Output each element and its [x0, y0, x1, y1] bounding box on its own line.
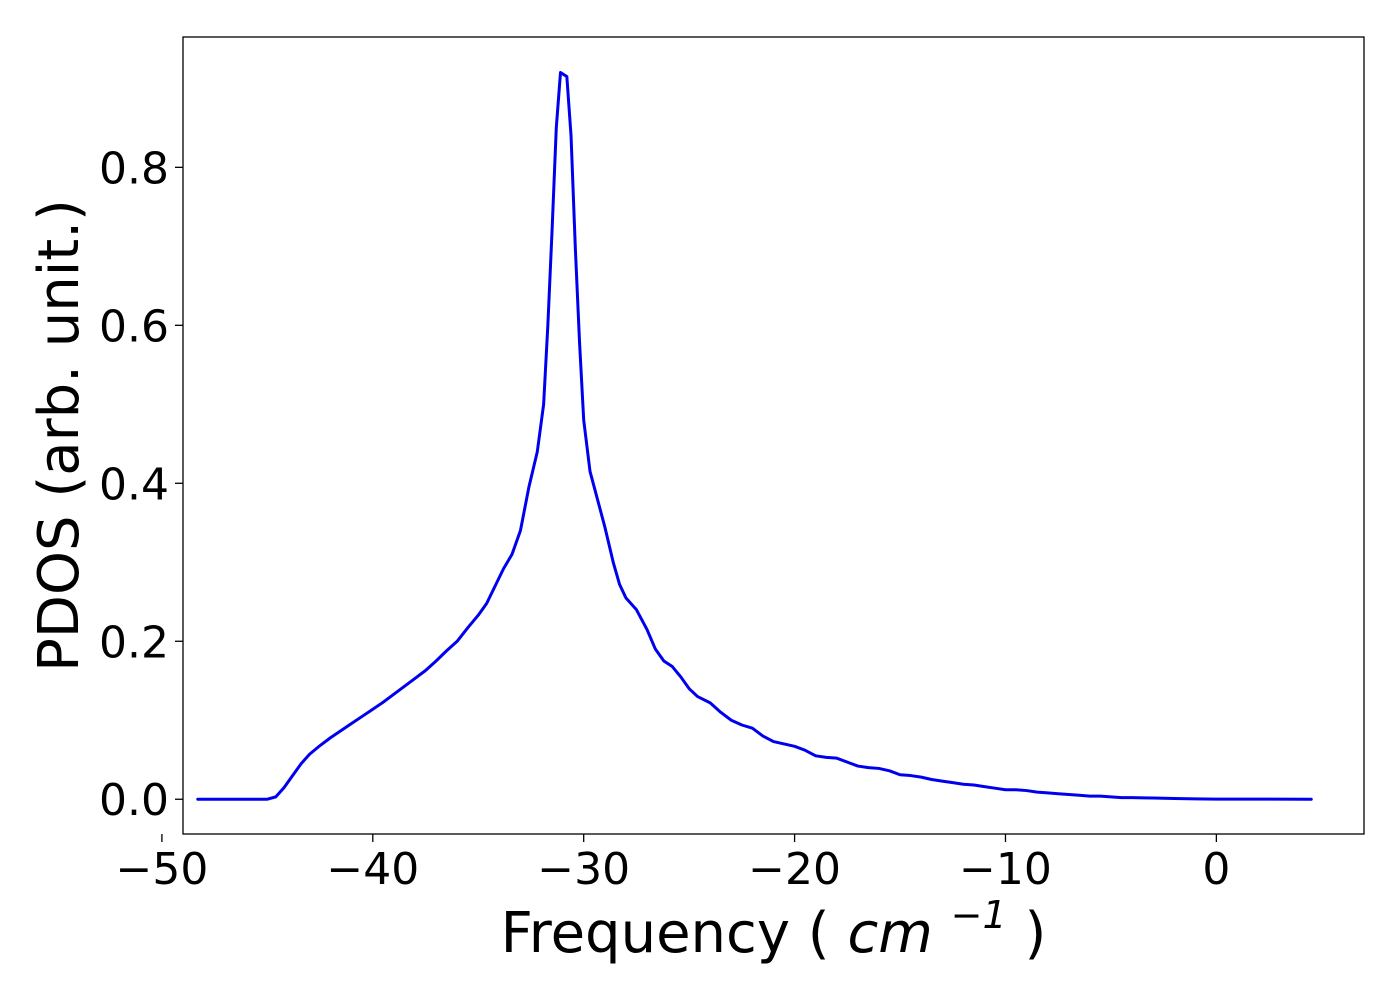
x-tick-label: −10	[959, 844, 1052, 895]
x-axis-unit-exponent: −1	[951, 893, 1007, 937]
plot-frame	[182, 36, 1365, 835]
x-axis: −50 −40 −30 −20 −10 0	[115, 834, 1230, 895]
y-tick-label: 0.4	[99, 459, 169, 510]
y-tick-label: 0.2	[99, 617, 169, 668]
x-tick-label: −20	[748, 844, 841, 895]
y-tick-label: 0.6	[99, 301, 169, 352]
series-line-pdos	[196, 71, 1313, 801]
x-tick-label: −40	[326, 844, 419, 895]
x-axis-unit-open: (	[808, 901, 830, 966]
y-axis-title: PDOS (arb. unit.)	[27, 199, 92, 672]
x-axis-title-text: Frequency	[501, 901, 790, 966]
y-tick-label: 0.0	[99, 775, 169, 826]
x-tick-label: 0	[1202, 844, 1230, 895]
x-axis-title: Frequency ( cm −1 )	[501, 877, 1047, 966]
x-tick-label: −50	[115, 844, 208, 895]
x-axis-unit-close: )	[1024, 901, 1046, 966]
x-tick-label: −30	[537, 844, 630, 895]
y-axis: 0.0 0.2 0.4 0.6 0.8	[99, 143, 183, 826]
plot-area	[196, 71, 1313, 801]
x-axis-unit-base: cm	[847, 901, 932, 966]
y-tick-label: 0.8	[99, 143, 169, 194]
